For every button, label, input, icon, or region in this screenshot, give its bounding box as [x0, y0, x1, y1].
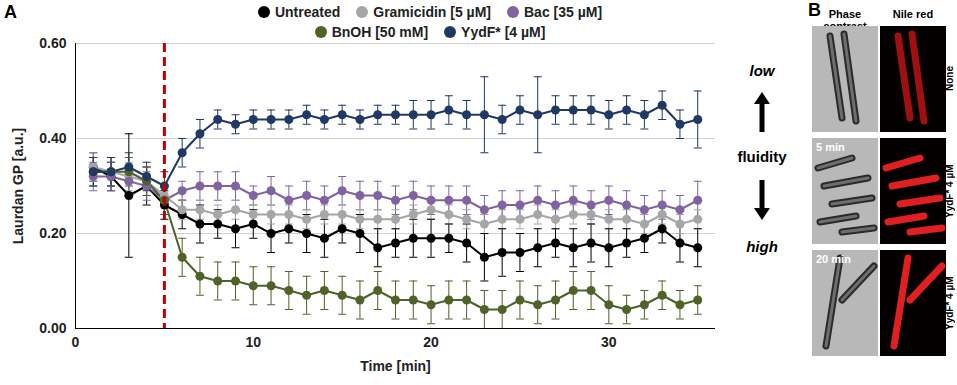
html-text:20 min: 20 min	[816, 253, 851, 265]
svg-text:30: 30	[601, 334, 617, 350]
html-text:YydF* 4 µM: YydF* 4 µM	[944, 276, 955, 330]
html-text:A: A	[4, 2, 17, 22]
html-text:B: B	[808, 0, 821, 20]
svg-text:high: high	[746, 238, 778, 255]
html-text:YydF* [4 µM]: YydF* [4 µM]	[461, 24, 546, 40]
svg-text:0: 0	[72, 334, 80, 350]
svg-text:10: 10	[245, 334, 261, 350]
svg-text:20: 20	[423, 334, 439, 350]
svg-text:0.60: 0.60	[39, 35, 66, 51]
svg-text:0.40: 0.40	[39, 130, 66, 146]
html-text:Untreated: Untreated	[274, 4, 341, 20]
html-text:5 min: 5 min	[816, 141, 845, 153]
svg-text:0.00: 0.00	[39, 320, 66, 336]
html-text:Bac [35 µM]: Bac [35 µM]	[524, 4, 603, 20]
svg-text:Laurdan GP [a.u.]: Laurdan GP [a.u.]	[10, 128, 26, 244]
svg-text:0.20: 0.20	[39, 225, 66, 241]
html-text:BnOH [50 mM]: BnOH [50 mM]	[331, 24, 429, 40]
html-text:Nile red: Nile red	[892, 8, 934, 20]
html-text:None: None	[944, 66, 955, 92]
svg-text:Time [min]: Time [min]	[360, 358, 431, 374]
html-text:Phase contrast: Phase contrast	[823, 8, 867, 32]
svg-text:low: low	[750, 62, 776, 79]
svg-text:fluidity: fluidity	[737, 148, 787, 165]
html-text:Gramicidin [5 µM]: Gramicidin [5 µM]	[373, 4, 491, 20]
html-text:YydF* 4 µM: YydF* 4 µM	[944, 164, 955, 218]
